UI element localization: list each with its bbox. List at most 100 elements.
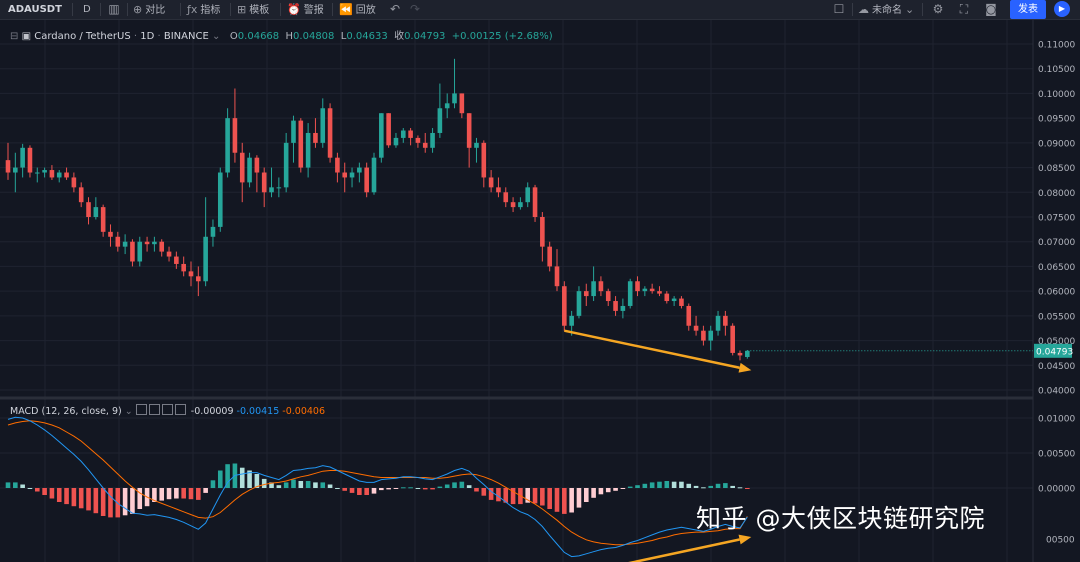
candle-body (364, 167, 369, 193)
macd-histogram-bar (693, 485, 699, 488)
templates-button[interactable]: ⊞ 模板 (237, 0, 269, 19)
candle-body (620, 305, 626, 311)
legend-open-label: O (229, 31, 238, 42)
candle-body (583, 291, 589, 297)
price-tick-label: 0.10500 (1038, 65, 1075, 75)
candle-body (71, 177, 77, 188)
interval-button[interactable]: D (83, 4, 91, 15)
annotation-arrows (564, 329, 752, 562)
macd-histogram-bar (115, 488, 121, 518)
save-layout-button[interactable]: ☁ 未命名 ⌄ (858, 0, 917, 19)
macd-histogram-bar (532, 488, 538, 504)
undo-icon[interactable]: ↶ (389, 2, 401, 16)
candle-body (305, 132, 311, 168)
legend-open: 0.04668 (237, 31, 280, 42)
compare-label: 对比 (145, 5, 166, 16)
more-icon[interactable] (174, 404, 186, 415)
candle-body (664, 293, 670, 302)
macd-title: MACD (12, 26, close, 9) (10, 406, 122, 417)
chevron-down-icon[interactable]: ⌄ (211, 31, 221, 42)
legend-low-label: L (340, 31, 347, 42)
candle-body (335, 157, 340, 173)
candle-body (686, 305, 692, 326)
candle-body (210, 226, 216, 237)
close-icon[interactable] (161, 404, 173, 415)
candle-body (5, 160, 11, 173)
candle-body (671, 298, 677, 302)
candle-body (496, 187, 501, 193)
candle-body (342, 172, 348, 178)
chevron-down-icon[interactable]: ⌄ (124, 406, 133, 417)
macd-histogram-bar (86, 488, 91, 511)
candle-body (261, 172, 267, 193)
candle-body (86, 202, 91, 217)
eye-icon[interactable] (135, 404, 147, 415)
last-price-label-bg (1034, 343, 1072, 358)
layout-select-icon[interactable]: ☐ (833, 2, 845, 16)
candle-body (64, 172, 69, 178)
indicators-button[interactable]: ƒx 指标 (187, 0, 220, 19)
plus-circle-icon: ⊕ (133, 3, 143, 16)
candle-body (379, 113, 384, 158)
macd-trend-arrow (628, 538, 740, 562)
chart-style-icon[interactable]: ▥ (108, 2, 120, 16)
candle-body (481, 142, 487, 178)
macd-histogram-bar (152, 488, 157, 502)
macd-histogram-bar (27, 488, 33, 489)
toolbar-divider (72, 3, 73, 16)
macd-histogram-bar (723, 483, 728, 488)
replay-button[interactable]: ⏪ 回放 (339, 0, 376, 19)
macd-histogram-bar (437, 486, 443, 488)
candle-body (20, 147, 25, 168)
collapse-icon[interactable]: ⊟ (10, 31, 19, 42)
redo-icon[interactable]: ↷ (409, 2, 421, 16)
gear-icon[interactable]: ⚙ (932, 2, 944, 16)
macd-histogram-bar (108, 488, 113, 518)
macd-histogram-bar (671, 481, 677, 488)
price-axis: 0.04000 0.04500 0.05000 0.05500 0.06000 0.065… (1038, 41, 1075, 397)
compare-button[interactable]: ⊕ 对比 (133, 0, 165, 19)
chart-grid (0, 20, 1033, 562)
price-tick-label: 0.05500 (1038, 312, 1075, 322)
candle-body (400, 130, 406, 138)
candle-body (349, 172, 355, 178)
candle-body (591, 281, 596, 297)
macd-histogram-bar (42, 488, 47, 495)
macd-histogram-bar (210, 480, 216, 488)
play-icon[interactable]: ▶ (1054, 1, 1070, 17)
macd-axis: 0.01000 0.00500 0.00000 00500 (1038, 415, 1075, 546)
macd-histogram-bar (247, 470, 252, 488)
candle-body (181, 263, 186, 272)
candle-body (196, 276, 201, 282)
candle-body (627, 281, 633, 306)
publish-button[interactable]: 发表 (1010, 0, 1046, 19)
settings-icon[interactable] (148, 404, 160, 415)
indicators-label: 指标 (200, 5, 221, 16)
candle-body (532, 187, 538, 217)
camera-icon[interactable]: ◙ (985, 2, 997, 16)
price-tick-label: 0.07500 (1038, 214, 1075, 224)
symbol-search-button[interactable]: ADAUSDT (8, 4, 62, 15)
macd-histogram-bar (510, 488, 516, 505)
candle-body (554, 266, 560, 287)
chevron-down-icon: ⌄ (905, 3, 915, 16)
macd-legend: MACD (12, 26, close, 9) ⌄ -0.00009 -0.00… (10, 404, 325, 417)
alerts-button[interactable]: ⏰ 警报 (287, 0, 324, 19)
toolbar-divider (852, 3, 853, 16)
toolbar-divider (100, 3, 101, 16)
price-tick-label: 0.06000 (1038, 288, 1075, 298)
macd-histogram-bar (657, 481, 662, 488)
macd-histogram-bar (5, 482, 11, 488)
indicators-icon: ƒx (187, 3, 198, 16)
candle-body (547, 246, 552, 267)
candle-body (701, 330, 706, 341)
candle-body (247, 157, 252, 183)
alarm-clock-icon: ⏰ (287, 3, 301, 16)
macd-tick-label: 00500 (1046, 536, 1075, 546)
fullscreen-icon[interactable]: ⛶ (959, 2, 969, 16)
macd-histogram-bar (422, 488, 428, 490)
candle-body (122, 241, 128, 247)
price-tick-label: 0.10000 (1038, 90, 1075, 100)
macd-histogram-bar (203, 488, 208, 493)
